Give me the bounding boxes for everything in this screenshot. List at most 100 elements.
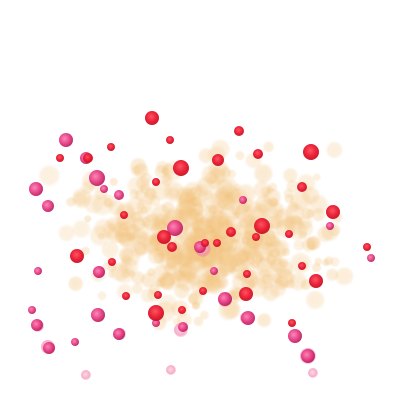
- cream-bokeh-dot: [71, 218, 92, 240]
- pink-bokeh-dot: [166, 365, 176, 375]
- cream-bokeh-dot: [57, 223, 76, 243]
- magenta-bokeh-dot: [91, 308, 105, 322]
- cream-bokeh-dot: [109, 177, 119, 187]
- red-bokeh-dot: [167, 242, 177, 252]
- cream-bokeh-dot: [282, 187, 294, 199]
- cream-bokeh-dot: [204, 274, 226, 296]
- cream-bokeh-dot: [274, 217, 297, 240]
- cream-bokeh-dot: [250, 259, 260, 270]
- pink-bokeh-dot: [308, 368, 318, 378]
- cream-bokeh-layer: [37, 138, 355, 332]
- cream-bokeh-dot: [203, 189, 214, 201]
- cream-bokeh-dot: [154, 240, 172, 258]
- red-bokeh-dot: [303, 144, 319, 160]
- magenta-bokeh-dot: [113, 328, 125, 340]
- cream-bokeh-dot: [269, 246, 282, 259]
- red-bokeh-dot: [252, 233, 260, 241]
- cream-bokeh-dot: [106, 262, 118, 273]
- red-bokeh-dot: [70, 249, 84, 263]
- magenta-bokeh-dot: [59, 133, 73, 147]
- red-bokeh-dot: [56, 154, 64, 162]
- magenta-bokeh-dot: [114, 190, 124, 200]
- cream-bokeh-dot: [297, 229, 308, 241]
- magenta-bokeh-dot: [100, 185, 108, 193]
- cream-bokeh-dot: [304, 289, 326, 311]
- red-bokeh-dot: [363, 243, 371, 251]
- red-bokeh-dot: [83, 153, 93, 163]
- magenta-bokeh-dot: [89, 170, 105, 186]
- magenta-bokeh-dot: [241, 311, 255, 325]
- magenta-bokeh-dot: [71, 338, 79, 346]
- red-bokeh-dot: [234, 126, 244, 136]
- cream-bokeh-dot: [131, 216, 147, 232]
- magenta-bokeh-dot: [28, 306, 36, 314]
- cream-bokeh-dot: [204, 170, 219, 186]
- magenta-bokeh-dot: [34, 267, 42, 275]
- pink-bokeh-dot: [81, 370, 91, 380]
- cream-bokeh-dot: [131, 282, 144, 295]
- magenta-bokeh-dot: [42, 200, 54, 212]
- cream-bokeh-dot: [132, 162, 150, 180]
- red-bokeh-dot: [166, 136, 174, 144]
- cream-bokeh-dot: [253, 193, 274, 214]
- red-bokeh-dot: [254, 218, 270, 234]
- cream-bokeh-dot: [209, 138, 231, 160]
- red-bokeh-dot: [239, 287, 253, 301]
- magenta-bokeh-dot: [31, 319, 43, 331]
- magenta-bokeh-dot: [29, 182, 43, 196]
- cream-bokeh-dot: [229, 289, 241, 301]
- cream-bokeh-dot: [213, 247, 222, 256]
- magenta-bokeh-dot: [178, 322, 188, 332]
- cream-bokeh-dot: [67, 275, 85, 293]
- magenta-bokeh-dot: [43, 342, 55, 354]
- red-bokeh-dot: [148, 305, 164, 321]
- cream-bokeh-dot: [163, 253, 183, 272]
- red-bokeh-dot: [253, 149, 263, 159]
- cream-bokeh-dot: [292, 238, 306, 252]
- cream-bokeh-dot: [252, 162, 274, 185]
- magenta-bokeh-dot: [326, 222, 334, 230]
- red-bokeh-dot: [297, 182, 307, 192]
- cream-bokeh-dot: [190, 216, 199, 225]
- cream-bokeh-dot: [192, 315, 204, 327]
- cream-bokeh-dot: [310, 207, 327, 223]
- cream-bokeh-dot: [282, 167, 299, 184]
- red-bokeh-dot: [120, 211, 128, 219]
- red-bokeh-dot: [107, 143, 115, 151]
- magenta-bokeh-dot: [218, 292, 232, 306]
- red-bokeh-dot: [173, 160, 189, 176]
- magenta-bokeh-dot: [152, 319, 160, 327]
- cream-bokeh-dot: [111, 220, 130, 239]
- cream-bokeh-dot: [325, 140, 344, 160]
- cream-bokeh-dot: [265, 229, 277, 241]
- cream-bokeh-dot: [233, 202, 254, 224]
- accent-bokeh-layer: [28, 111, 375, 380]
- cream-bokeh-dot: [325, 267, 340, 282]
- red-bokeh-dot: [199, 287, 207, 295]
- cream-bokeh-dot: [320, 222, 340, 242]
- magenta-bokeh-dot: [167, 220, 183, 236]
- cream-bokeh-dot: [334, 266, 355, 287]
- red-bokeh-dot: [201, 239, 209, 247]
- magenta-bokeh-dot: [367, 254, 375, 262]
- cream-bokeh-dot: [191, 196, 203, 208]
- red-bokeh-dot: [145, 111, 159, 125]
- cream-bokeh-dot: [262, 140, 275, 154]
- red-bokeh-dot: [157, 230, 171, 244]
- magenta-bokeh-dot: [210, 267, 218, 275]
- red-bokeh-dot: [226, 227, 236, 237]
- red-bokeh-dot: [122, 292, 130, 300]
- cream-bokeh-dot: [234, 150, 246, 161]
- cream-bokeh-dot: [230, 273, 249, 292]
- red-bokeh-dot: [326, 205, 340, 219]
- red-bokeh-dot: [213, 239, 221, 247]
- cream-bokeh-dot: [313, 257, 323, 267]
- cream-bokeh-dot: [272, 265, 295, 289]
- red-bokeh-dot: [154, 291, 162, 299]
- magenta-bokeh-dot: [288, 329, 302, 343]
- red-bokeh-dot: [178, 306, 186, 314]
- red-bokeh-dot: [285, 230, 293, 238]
- cream-bokeh-dot: [300, 236, 318, 253]
